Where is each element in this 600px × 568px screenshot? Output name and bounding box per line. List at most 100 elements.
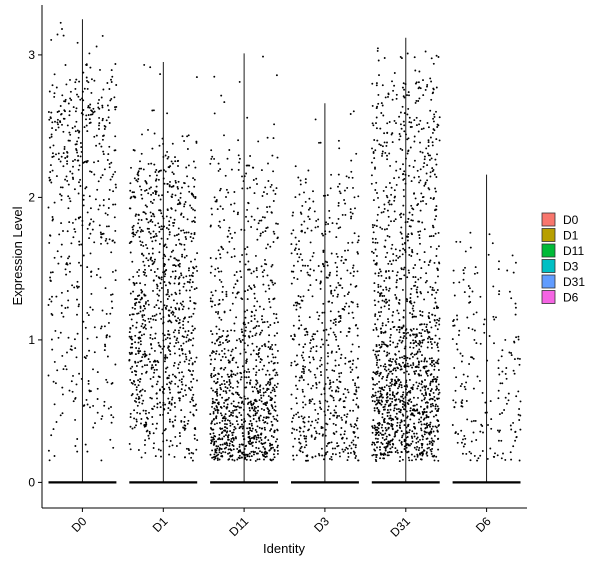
point-D11-233 [266, 452, 269, 455]
point-D11-72 [272, 458, 275, 461]
point-D31-1102 [433, 261, 436, 264]
point-D1-509 [161, 308, 164, 311]
point-D0-107 [67, 299, 70, 302]
point-D3-192 [310, 400, 312, 403]
point-D0-240 [113, 216, 116, 219]
point-D11-462 [268, 409, 271, 412]
point-D1-650 [153, 271, 156, 273]
point-D6-124 [461, 354, 464, 357]
point-D6-113 [510, 352, 513, 354]
point-D11-875 [213, 274, 216, 277]
point-D6-196 [464, 266, 466, 269]
point-D3-462 [336, 295, 339, 298]
point-D31-1198 [411, 219, 414, 222]
point-D6-92 [454, 389, 457, 392]
point-D0-450 [85, 114, 88, 117]
point-D3-60 [342, 450, 345, 453]
point-D3-564 [321, 232, 324, 235]
point-D3-601 [294, 196, 297, 199]
point-D1-120 [168, 418, 171, 421]
point-D11-348 [252, 418, 255, 420]
point-D3-404 [337, 310, 340, 313]
point-D11-996 [275, 187, 278, 190]
point-D0-60 [96, 371, 99, 374]
point-D1-344 [139, 340, 142, 343]
point-D11-940 [263, 216, 266, 219]
point-D0-347 [85, 160, 88, 163]
point-D1-975 [151, 109, 154, 112]
point-D1-460 [137, 312, 140, 315]
point-D31-1065 [423, 298, 426, 301]
point-D31-1232 [425, 202, 428, 205]
point-D31-66 [437, 459, 440, 462]
point-D1-930 [192, 160, 195, 163]
point-D31-562 [395, 375, 398, 378]
point-D1-666 [188, 267, 190, 270]
point-D11-328 [262, 402, 265, 405]
point-D1-902 [148, 187, 151, 190]
point-D11-997 [233, 191, 236, 193]
point-D31-1196 [388, 235, 391, 238]
point-D11-946 [256, 238, 259, 241]
point-D11-784 [241, 330, 244, 333]
point-D31-1008 [434, 297, 437, 300]
point-D11-247 [250, 455, 253, 458]
point-D31-453 [386, 411, 389, 414]
point-D31-1281 [393, 199, 396, 202]
point-D6-188 [452, 269, 455, 272]
point-D31-424 [390, 419, 393, 422]
point-D0-436 [103, 124, 106, 127]
point-D1-24 [152, 432, 155, 435]
point-D31-425 [399, 427, 402, 429]
point-D31-17 [386, 454, 389, 457]
point-D1-357 [143, 350, 146, 353]
point-D11-115 [268, 449, 271, 452]
point-D11-802 [275, 313, 278, 316]
point-D31-337 [434, 405, 437, 408]
point-D31-1173 [380, 211, 383, 214]
point-D1-23 [188, 449, 190, 452]
point-D3-159 [332, 422, 335, 425]
point-D1-818 [151, 202, 154, 205]
point-D31-1013 [381, 299, 384, 302]
point-D1-373 [140, 325, 143, 328]
point-D0-7 [76, 438, 79, 440]
point-D0-70 [105, 336, 108, 339]
point-D31-561 [416, 387, 419, 390]
point-D11-849 [234, 283, 237, 286]
legend-key-D6 [541, 290, 556, 304]
point-D31-620 [425, 394, 428, 396]
point-D31-573 [385, 379, 388, 382]
point-D31-344 [397, 408, 400, 410]
point-D1-171 [167, 397, 170, 400]
point-D31-150 [403, 448, 406, 450]
point-D31-1404 [406, 138, 409, 141]
point-D1-545 [136, 295, 139, 297]
point-D3-573 [295, 243, 298, 246]
point-D1-574 [138, 301, 141, 304]
point-D31-989 [416, 295, 419, 298]
point-D31-1483 [377, 59, 380, 62]
point-D0-41 [114, 363, 117, 366]
point-D0-328 [102, 153, 105, 156]
point-D31-973 [421, 310, 424, 313]
point-D11-478 [210, 376, 213, 379]
point-D3-197 [315, 382, 318, 384]
point-D31-1415 [390, 133, 393, 136]
point-D0-286 [77, 168, 80, 171]
point-D31-1138 [427, 264, 430, 266]
point-D6-82 [484, 401, 487, 404]
point-D1-555 [166, 298, 169, 300]
point-D6-136 [515, 336, 518, 339]
point-D31-1307 [399, 168, 402, 170]
point-D11-30 [263, 458, 265, 461]
point-D11-792 [229, 309, 232, 312]
point-D31-1280 [388, 182, 391, 184]
point-D3-396 [356, 305, 359, 308]
point-D31-908 [380, 306, 383, 309]
point-D31-1079 [374, 248, 377, 251]
point-D1-271 [135, 347, 138, 349]
point-D1-347 [195, 356, 198, 359]
point-D0-112 [76, 298, 78, 301]
point-D6-58 [496, 429, 499, 432]
